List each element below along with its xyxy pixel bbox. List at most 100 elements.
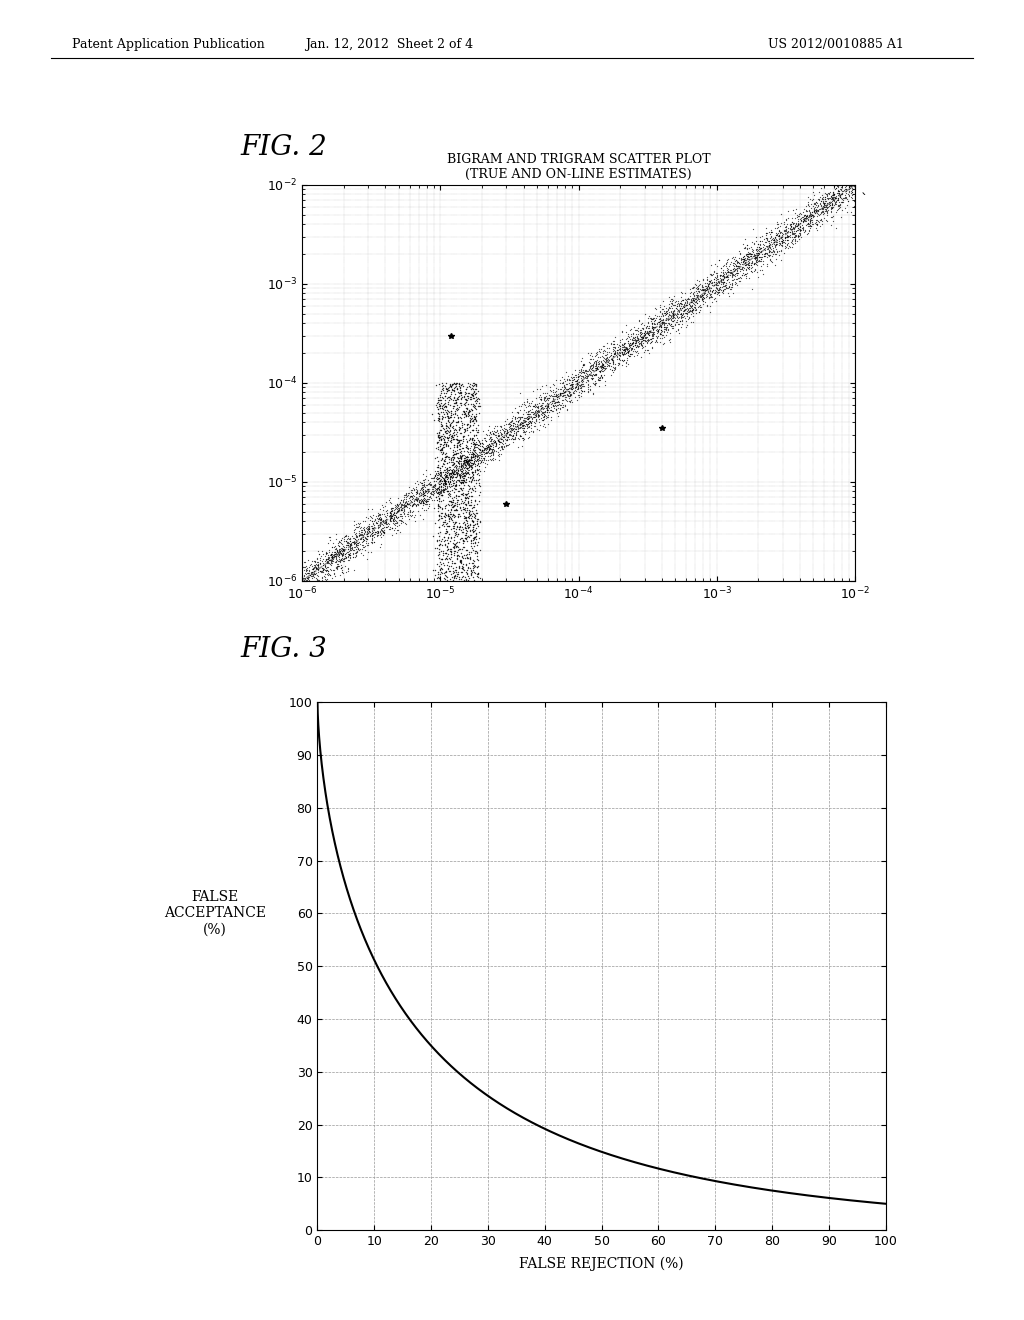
Point	[781, 218, 798, 239]
Point	[332, 565, 348, 586]
Point	[720, 257, 736, 279]
Point	[725, 255, 741, 276]
Point	[645, 323, 662, 345]
Point	[458, 389, 474, 411]
Point	[790, 219, 806, 240]
Point	[440, 392, 457, 413]
Point	[357, 521, 374, 543]
Point	[453, 496, 469, 517]
Point	[587, 363, 603, 384]
Point	[472, 511, 488, 532]
Point	[281, 572, 297, 593]
Point	[439, 420, 456, 441]
Point	[782, 231, 799, 252]
Point	[474, 420, 490, 441]
Point	[433, 438, 450, 459]
Point	[847, 168, 863, 189]
Point	[586, 352, 602, 374]
Point	[840, 174, 856, 195]
Point	[432, 533, 449, 554]
Point	[772, 232, 788, 253]
Point	[550, 383, 566, 404]
Point	[385, 510, 401, 531]
Point	[416, 499, 432, 520]
Point	[456, 425, 472, 446]
Point	[456, 499, 472, 520]
Point	[826, 186, 843, 207]
Point	[483, 447, 500, 469]
Point	[498, 424, 514, 445]
Point	[690, 279, 707, 300]
Point	[438, 465, 455, 486]
Point	[806, 201, 822, 222]
Point	[463, 564, 479, 585]
Point	[709, 277, 725, 298]
Point	[442, 374, 459, 395]
Point	[674, 309, 690, 330]
Point	[389, 496, 406, 517]
Point	[445, 392, 462, 413]
Point	[839, 181, 855, 202]
Point	[726, 248, 742, 269]
Point	[466, 507, 482, 528]
Point	[397, 506, 414, 527]
Point	[779, 201, 796, 222]
Point	[529, 379, 546, 400]
Point	[460, 372, 476, 393]
Point	[439, 527, 456, 548]
Point	[775, 231, 792, 252]
Point	[575, 380, 592, 401]
Point	[796, 209, 812, 230]
Point	[694, 279, 711, 300]
Point	[634, 326, 650, 347]
Point	[471, 465, 487, 486]
Point	[406, 507, 422, 528]
Point	[588, 355, 604, 376]
Point	[447, 466, 464, 487]
Point	[841, 174, 857, 195]
Point	[823, 190, 840, 211]
Point	[625, 327, 641, 348]
Point	[836, 180, 852, 201]
Point	[671, 301, 687, 322]
Point	[686, 285, 702, 306]
Point	[310, 558, 327, 579]
Point	[420, 491, 436, 512]
Point	[497, 420, 513, 441]
Point	[334, 562, 350, 583]
Point	[596, 339, 612, 360]
Point	[456, 418, 472, 440]
Point	[682, 296, 698, 317]
Point	[451, 536, 467, 557]
Point	[634, 327, 650, 348]
Point	[655, 326, 672, 347]
Point	[654, 325, 671, 346]
Point	[436, 392, 453, 413]
Point	[310, 557, 327, 578]
Point	[384, 499, 400, 520]
Point	[463, 453, 479, 474]
Point	[837, 178, 853, 199]
Point	[813, 209, 829, 230]
Point	[314, 540, 331, 561]
Point	[728, 265, 744, 286]
Point	[345, 532, 361, 553]
Point	[440, 463, 457, 484]
Point	[445, 453, 462, 474]
Point	[324, 560, 340, 581]
Point	[505, 425, 521, 446]
Point	[842, 174, 858, 195]
Point	[382, 502, 398, 523]
Point	[298, 558, 314, 579]
Point	[499, 426, 515, 447]
Point	[726, 268, 742, 289]
Point	[618, 338, 635, 359]
Point	[471, 430, 487, 451]
Point	[652, 314, 669, 335]
Point	[305, 557, 322, 578]
Point	[538, 391, 554, 412]
Point	[761, 231, 777, 252]
Point	[846, 173, 862, 194]
Point	[323, 552, 339, 573]
Point	[453, 473, 469, 494]
